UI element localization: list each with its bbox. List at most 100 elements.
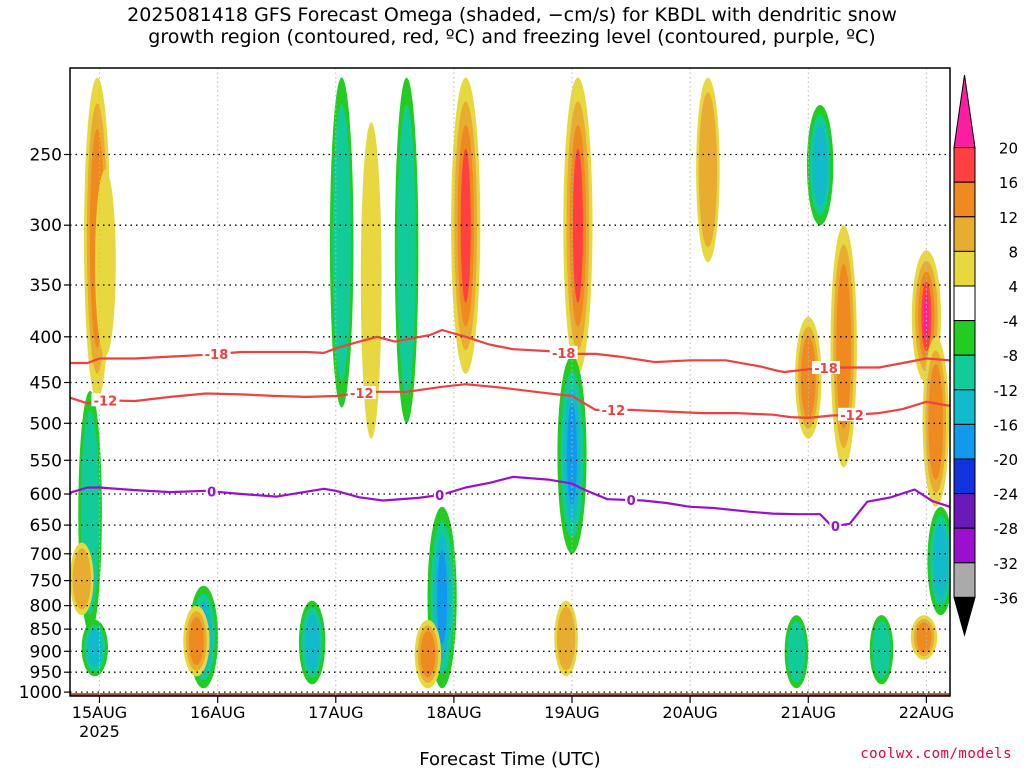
omega-region-23 <box>928 364 944 480</box>
colorbar-label-4: 4 <box>1008 278 1018 296</box>
omega-region-3 <box>72 548 92 610</box>
contour-line-1 <box>70 383 950 419</box>
x-axis-label: Forecast Time (UTC) <box>419 749 600 768</box>
colorbar-label--4: -4 <box>1003 313 1018 331</box>
y-tick-label-650: 650 <box>30 516 62 536</box>
colorbar-swatch-13 <box>953 562 976 598</box>
omega-region-14 <box>572 148 583 303</box>
x-tick-label-20AUG: 20AUG <box>662 703 717 722</box>
x-tick-label-19AUG: 19AUG <box>544 703 599 722</box>
colorbar-swatch-1 <box>953 147 976 183</box>
x-tick-sublabel: 2025 <box>79 722 120 741</box>
x-tick-label-16AUG: 16AUG <box>190 703 245 722</box>
contour-label-0-2: -18 <box>814 362 838 377</box>
y-axis: 2503003504004505005506006507007508008509… <box>19 146 70 703</box>
chart-title-line1: 2025081418 GFS Forecast Omega (shaded, −… <box>127 4 897 26</box>
x-tick-label-15AUG: 15AUG <box>72 703 127 722</box>
colorbar-label--28: -28 <box>994 520 1019 538</box>
chart-title: 2025081418 GFS Forecast Omega (shaded, −… <box>0 4 1024 48</box>
y-tick-label-300: 300 <box>30 216 62 236</box>
colorbar-label-8: 8 <box>1008 243 1018 261</box>
omega-region-11 <box>460 148 471 303</box>
colorbar-swatch-3 <box>953 216 976 252</box>
ground-strip <box>70 693 950 696</box>
contour-label-1-1: -12 <box>350 387 374 402</box>
y-tick-label-500: 500 <box>30 414 62 434</box>
omega-region-20 <box>836 264 852 429</box>
colorbar-label--32: -32 <box>994 555 1019 573</box>
omega-region-8 <box>332 103 351 382</box>
omega-region-13 <box>420 630 436 678</box>
contour-label-2-2: 0 <box>627 494 636 509</box>
contour-label-0-0: -18 <box>205 348 229 363</box>
colorbar-swatch-2 <box>953 181 976 218</box>
contour-label-bg <box>829 518 842 532</box>
y-tick-label-400: 400 <box>30 328 62 348</box>
y-tick-label-900: 900 <box>30 642 62 662</box>
omega-region-26 <box>916 622 932 653</box>
omega-region-4 <box>87 628 103 668</box>
colorbar-label-16: 16 <box>999 174 1018 192</box>
colorbar-swatch-8 <box>953 389 976 425</box>
omega-region-10 <box>397 105 416 396</box>
contour-label-bg <box>838 407 866 421</box>
colorbar-label--16: -16 <box>994 416 1019 434</box>
contour-label-2-3: 0 <box>831 520 840 535</box>
x-tick-label-22AUG: 22AUG <box>899 703 954 722</box>
omega-region-9 <box>360 122 382 439</box>
omega-region-15 <box>567 403 577 507</box>
contour-label-2-0: 0 <box>207 485 216 500</box>
ground-terrain <box>70 693 950 696</box>
colorbar-label-12: 12 <box>999 209 1018 227</box>
y-tick-label-800: 800 <box>30 597 62 617</box>
colorbar-swatch-6 <box>953 320 976 356</box>
colorbar-label--20: -20 <box>994 451 1019 469</box>
chart-title-line2: growth region (contoured, red, ºC) and f… <box>148 26 876 48</box>
contour-label-1-0: -12 <box>94 394 118 409</box>
colorbar-swatch-9 <box>953 423 976 460</box>
omega-region-12 <box>437 550 448 645</box>
omega-shading <box>70 77 950 689</box>
colorbar-arrow-bottom <box>953 596 976 637</box>
omega-region-21 <box>800 336 816 420</box>
omega-region-17 <box>698 92 718 248</box>
temperature-contours: -18 -18 -18 -12 -12 -12 -12 0 0 0 0 <box>70 328 950 535</box>
contour-label-bg <box>91 393 120 407</box>
omega-region-19 <box>812 124 828 206</box>
contour-label-1-3: -12 <box>840 409 864 424</box>
contour-label-0-1: -18 <box>552 347 576 362</box>
grid-lines <box>70 68 950 696</box>
omega-region-6 <box>189 617 204 665</box>
contour-label-bg <box>599 402 628 416</box>
x-tick-label-18AUG: 18AUG <box>426 703 481 722</box>
credit-text: coolwx.com/models <box>860 746 1012 762</box>
colorbar-swatch-10 <box>953 458 976 495</box>
omega-region-24 <box>933 524 948 598</box>
x-tick-label-21AUG: 21AUG <box>781 703 836 722</box>
x-tick-label-17AUG: 17AUG <box>308 703 363 722</box>
colorbar-swatch-4 <box>953 250 976 287</box>
omega-region-25 <box>872 620 891 679</box>
colorbar-swatch-11 <box>953 493 976 529</box>
y-tick-label-700: 700 <box>30 545 62 565</box>
colorbar-legend: 20 16 12 8 4 -4 -8 -12 -16 -20 -24 -28 -32 -36 <box>953 74 1019 637</box>
y-tick-label-1000: 1000 <box>19 683 62 703</box>
y-tick-label-250: 250 <box>30 146 62 166</box>
y-tick-label-350: 350 <box>30 276 62 296</box>
colorbar-swatch-12 <box>953 527 976 564</box>
contour-label-bg <box>347 386 376 399</box>
contour-label-bg <box>433 488 446 501</box>
colorbar-arrow-top <box>953 74 976 149</box>
contour-label-2-1: 0 <box>435 489 444 504</box>
contour-line-2 <box>70 475 950 528</box>
colorbar-label-20: 20 <box>999 140 1018 158</box>
colorbar-label--24: -24 <box>994 486 1019 504</box>
contour-label-bg <box>549 345 578 359</box>
y-tick-label-750: 750 <box>30 572 62 592</box>
omega-region-7 <box>304 614 320 671</box>
colorbar-swatch-7 <box>953 354 976 391</box>
contour-label-bg <box>625 493 638 506</box>
y-tick-label-550: 550 <box>30 451 62 471</box>
